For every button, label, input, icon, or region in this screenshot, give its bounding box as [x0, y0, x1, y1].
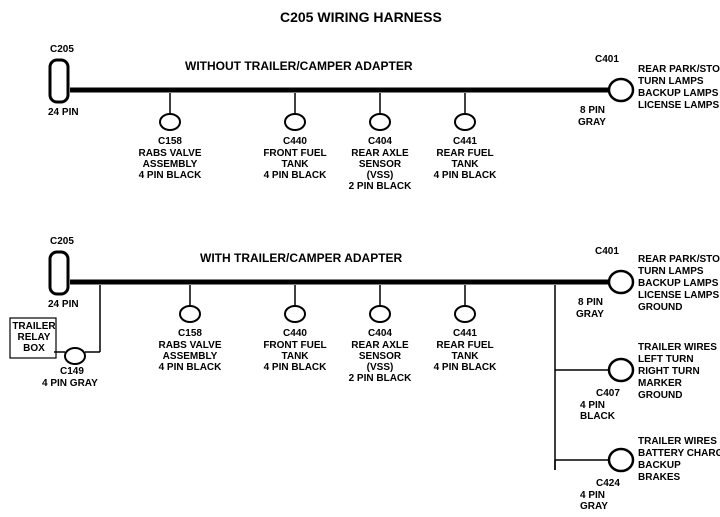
svg-text:BATTERY CHARGE: BATTERY CHARGE [638, 448, 720, 459]
svg-text:C441: C441 [453, 328, 477, 339]
svg-text:2 PIN BLACK: 2 PIN BLACK [349, 373, 413, 384]
svg-text:4 PIN: 4 PIN [580, 400, 605, 411]
svg-text:SENSOR: SENSOR [359, 159, 402, 170]
svg-text:C407: C407 [596, 388, 620, 399]
svg-text:TANK: TANK [281, 351, 309, 362]
svg-text:LICENSE LAMPS: LICENSE LAMPS [638, 100, 719, 111]
svg-text:BACKUP LAMPS: BACKUP LAMPS [638, 278, 719, 289]
svg-text:4 PIN BLACK: 4 PIN BLACK [264, 362, 328, 373]
svg-text:GRAY: GRAY [580, 501, 608, 512]
svg-text:4 PIN BLACK: 4 PIN BLACK [159, 362, 223, 373]
wiring-diagram: C205 WIRING HARNESS WITHOUT TRAILER/CAMPE… [0, 0, 720, 517]
svg-text:GRAY: GRAY [576, 309, 604, 320]
svg-text:ASSEMBLY: ASSEMBLY [143, 159, 198, 170]
svg-text:REAR PARK/STOP: REAR PARK/STOP [638, 254, 720, 265]
svg-text:BRAKES: BRAKES [638, 472, 681, 483]
svg-text:C440: C440 [283, 136, 307, 147]
svg-text:REAR FUEL: REAR FUEL [436, 148, 493, 159]
svg-text:8 PIN: 8 PIN [578, 297, 603, 308]
svg-text:TURN LAMPS: TURN LAMPS [638, 76, 704, 87]
svg-text:TURN LAMPS: TURN LAMPS [638, 266, 704, 277]
svg-text:(VSS): (VSS) [367, 362, 394, 373]
svg-text:4 PIN: 4 PIN [580, 490, 605, 501]
svg-text:RIGHT TURN: RIGHT TURN [638, 366, 700, 377]
svg-text:C404: C404 [368, 328, 392, 339]
svg-text:C401: C401 [595, 246, 619, 257]
svg-text:24 PIN: 24 PIN [48, 299, 79, 310]
svg-text:8 PIN: 8 PIN [580, 105, 605, 116]
svg-text:BLACK: BLACK [580, 411, 616, 422]
svg-text:C424: C424 [596, 478, 620, 489]
svg-text:GRAY: GRAY [578, 117, 606, 128]
svg-text:FRONT FUEL: FRONT FUEL [263, 340, 326, 351]
svg-text:C205: C205 [50, 236, 74, 247]
svg-text:BACKUP: BACKUP [638, 460, 681, 471]
svg-text:MARKER: MARKER [638, 378, 683, 389]
svg-text:TRAILER WIRES: TRAILER WIRES [638, 342, 717, 353]
svg-text:RABS VALVE: RABS VALVE [139, 148, 202, 159]
svg-text:C205: C205 [50, 44, 74, 55]
svg-text:ASSEMBLY: ASSEMBLY [163, 351, 218, 362]
svg-text:SENSOR: SENSOR [359, 351, 402, 362]
svg-text:FRONT FUEL: FRONT FUEL [263, 148, 326, 159]
svg-text:C205 WIRING HARNESS: C205 WIRING HARNESS [280, 9, 442, 25]
svg-text:WITH TRAILER/CAMPER ADAPTER: WITH TRAILER/CAMPER ADAPTER [200, 251, 403, 265]
svg-text:REAR PARK/STOP: REAR PARK/STOP [638, 64, 720, 75]
svg-text:C441: C441 [453, 136, 477, 147]
svg-text:4 PIN BLACK: 4 PIN BLACK [264, 170, 328, 181]
svg-text:BOX: BOX [23, 343, 45, 354]
svg-text:REAR FUEL: REAR FUEL [436, 340, 493, 351]
svg-text:TRAILER: TRAILER [12, 321, 56, 332]
svg-text:24 PIN: 24 PIN [48, 107, 79, 118]
svg-text:2 PIN BLACK: 2 PIN BLACK [349, 181, 413, 192]
svg-text:LICENSE LAMPS: LICENSE LAMPS [638, 290, 719, 301]
svg-text:TANK: TANK [451, 351, 479, 362]
svg-text:(VSS): (VSS) [367, 170, 394, 181]
svg-text:C149: C149 [60, 366, 84, 377]
svg-text:C440: C440 [283, 328, 307, 339]
svg-text:RABS VALVE: RABS VALVE [159, 340, 222, 351]
svg-text:C158: C158 [178, 328, 202, 339]
svg-text:C158: C158 [158, 136, 182, 147]
svg-text:TRAILER WIRES: TRAILER WIRES [638, 436, 717, 447]
svg-text:GROUND: GROUND [638, 390, 682, 401]
svg-text:LEFT TURN: LEFT TURN [638, 354, 694, 365]
svg-text:REAR AXLE: REAR AXLE [351, 340, 409, 351]
svg-text:4 PIN BLACK: 4 PIN BLACK [434, 170, 498, 181]
svg-text:GROUND: GROUND [638, 302, 682, 313]
svg-text:C404: C404 [368, 136, 392, 147]
svg-text:TANK: TANK [281, 159, 309, 170]
svg-text:REAR AXLE: REAR AXLE [351, 148, 409, 159]
svg-text:BACKUP LAMPS: BACKUP LAMPS [638, 88, 719, 99]
svg-text:RELAY: RELAY [18, 332, 51, 343]
svg-text:TANK: TANK [451, 159, 479, 170]
svg-text:WITHOUT TRAILER/CAMPER ADAPT: WITHOUT TRAILER/CAMPER ADAPTER [185, 59, 413, 73]
svg-text:4 PIN GRAY: 4 PIN GRAY [42, 378, 98, 389]
svg-text:4 PIN BLACK: 4 PIN BLACK [434, 362, 498, 373]
svg-text:4 PIN BLACK: 4 PIN BLACK [139, 170, 203, 181]
svg-text:C401: C401 [595, 54, 619, 65]
